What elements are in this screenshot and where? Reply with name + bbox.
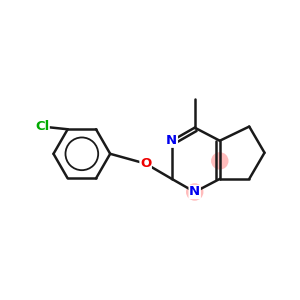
Text: O: O	[140, 157, 151, 170]
Circle shape	[186, 183, 203, 201]
Circle shape	[211, 152, 229, 169]
Text: Cl: Cl	[35, 120, 49, 133]
Text: N: N	[189, 185, 200, 199]
Text: N: N	[166, 134, 177, 147]
